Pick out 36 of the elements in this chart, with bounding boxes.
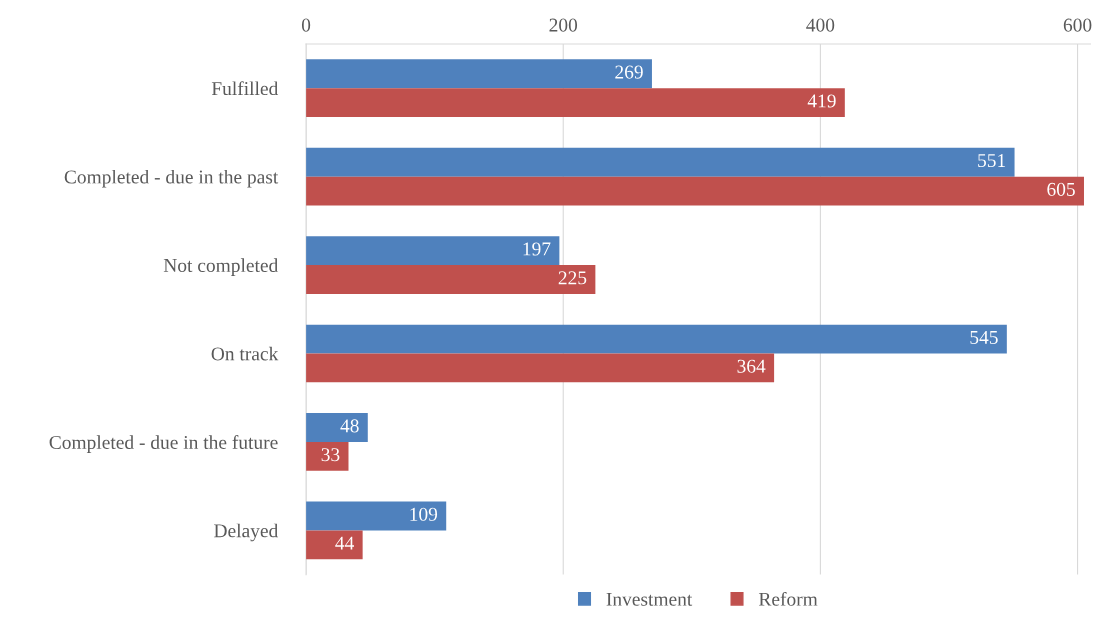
- data-label: 545: [970, 330, 998, 344]
- y-tick-label: Fulfilled: [211, 81, 279, 96]
- y-tick-label: Completed - due in the future: [49, 435, 278, 453]
- data-label: 109: [410, 507, 438, 521]
- bar: [306, 324, 1007, 354]
- x-tick-label: 600: [1063, 18, 1092, 32]
- bar: [306, 236, 560, 266]
- legend-label: Investment: [606, 592, 693, 606]
- data-label: 269: [615, 65, 643, 79]
- y-tick-label: On track: [211, 346, 279, 361]
- y-tick-label: Delayed: [214, 523, 279, 542]
- bar: [306, 530, 363, 560]
- data-label: 364: [737, 359, 766, 373]
- data-label: 225: [558, 271, 587, 285]
- y-tick-label: Not completed: [163, 258, 279, 276]
- x-tick-label: 0: [301, 18, 311, 32]
- bar: [306, 59, 652, 89]
- bar: [306, 176, 1084, 206]
- y-tick-label: Completed - due in the past: [64, 169, 279, 188]
- bar: [306, 353, 775, 383]
- bar: [306, 147, 1015, 177]
- data-label: 419: [807, 94, 836, 108]
- data-label: 197: [523, 242, 551, 256]
- data-label: 33: [321, 448, 340, 462]
- data-label: 605: [1047, 182, 1075, 196]
- bar: [306, 501, 447, 531]
- bar: [306, 441, 349, 471]
- data-label: 44: [335, 536, 354, 550]
- x-tick-label: 400: [806, 18, 835, 32]
- legend-label: Reform: [758, 591, 818, 606]
- bar: [306, 265, 596, 294]
- data-label: 48: [340, 419, 359, 433]
- data-label: 551: [978, 154, 1006, 168]
- bar: [306, 88, 845, 118]
- bar: [306, 413, 368, 442]
- x-tick-label: 200: [549, 18, 578, 32]
